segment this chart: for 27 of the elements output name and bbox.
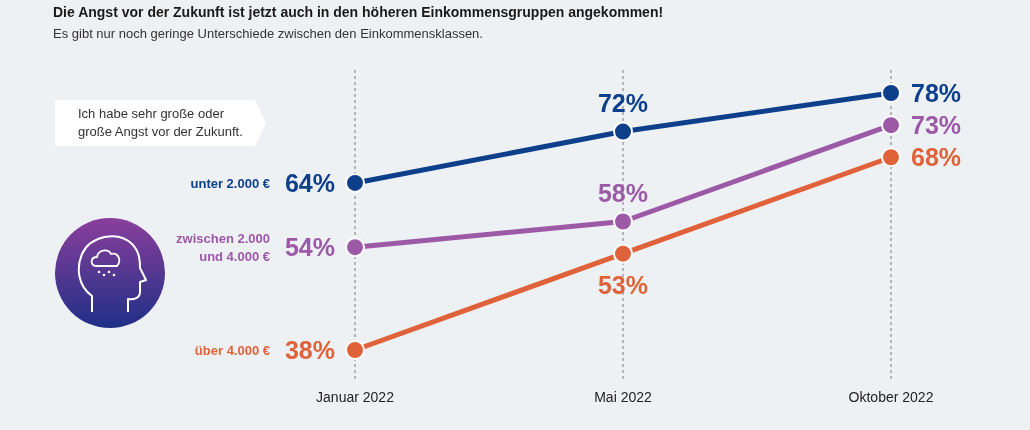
data-label: 73% xyxy=(911,111,962,140)
point xyxy=(613,211,633,232)
point xyxy=(881,83,901,103)
chart-subtitle: Es gibt nur noch geringe Unterschiede zwischen den Einkommensklassen. xyxy=(53,26,483,41)
data-label: 64% xyxy=(284,168,335,197)
text: unter 2.000 € xyxy=(190,175,270,191)
point xyxy=(345,237,365,258)
text: über 4.000 € xyxy=(194,343,270,358)
x-tick-label: Januar 2022 xyxy=(316,389,395,405)
x-tick-label: Mai 2022 xyxy=(594,389,653,405)
point xyxy=(881,115,901,136)
chart-title: Die Angst vor der Zukunft ist jetzt auch in den höheren Einkommensgruppen angekommen! xyxy=(53,4,664,20)
point xyxy=(613,121,633,142)
annotation: Ich habe sehr große oder große Angst vor der Zukunft. xyxy=(78,106,243,139)
point xyxy=(345,340,365,360)
data-label: 38% xyxy=(284,336,335,364)
point xyxy=(881,147,901,168)
point xyxy=(345,172,365,193)
data-label: 54% xyxy=(284,233,335,262)
data-label: 78% xyxy=(911,79,962,107)
x-tick-label: Oktober 2022 xyxy=(848,389,934,405)
point xyxy=(613,243,633,264)
data-label: 68% xyxy=(911,143,962,172)
data-label: 58% xyxy=(597,178,649,207)
text: zwischen 2.000 und 4.000 € xyxy=(176,231,270,265)
data-label: 72% xyxy=(597,88,649,117)
data-label: 53% xyxy=(597,270,649,299)
